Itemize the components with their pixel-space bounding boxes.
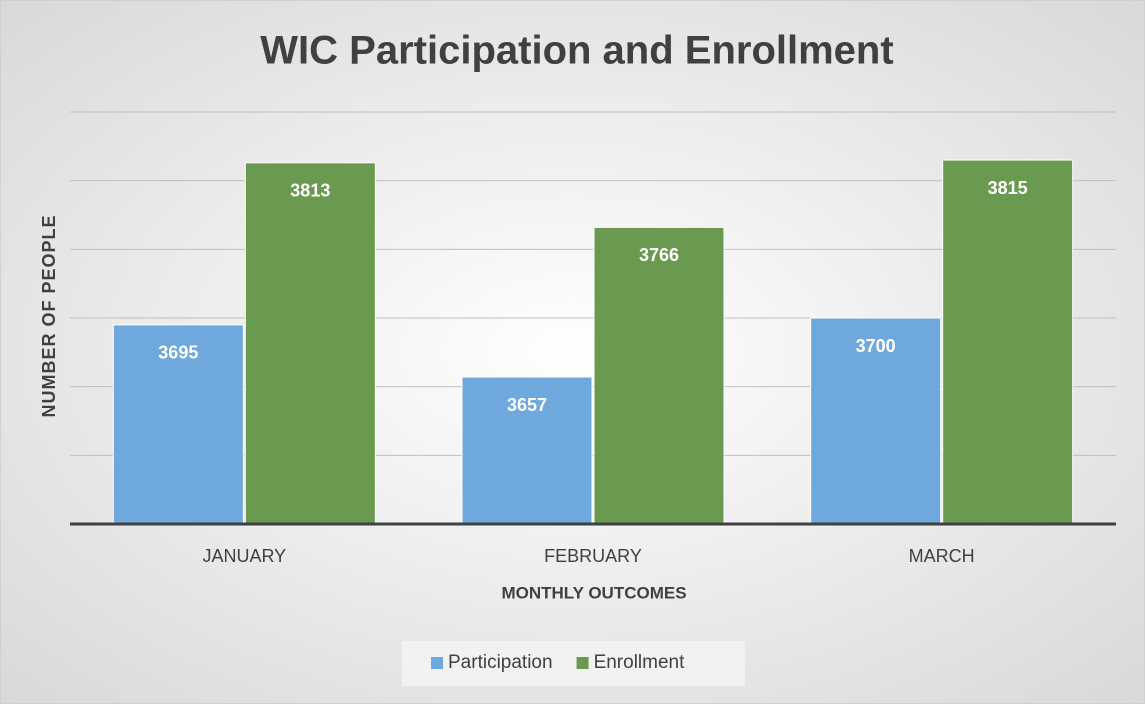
x-tick-label: FEBRUARY — [544, 546, 642, 566]
data-label: 3700 — [856, 336, 896, 356]
y-axis-label: NUMBER OF PEOPLE — [39, 214, 59, 417]
bar — [112, 324, 244, 525]
x-tick-label: JANUARY — [202, 546, 286, 566]
chart-title: WIC Participation and Enrollment — [260, 29, 893, 73]
data-label: 3815 — [988, 178, 1028, 198]
legend-label: Participation — [448, 652, 553, 673]
legend — [402, 641, 745, 686]
bar — [942, 159, 1074, 525]
bar — [810, 317, 942, 525]
data-label: 3813 — [290, 181, 330, 201]
legend-swatch — [576, 657, 589, 669]
legend-label: Enrollment — [594, 652, 686, 673]
x-tick-label: MARCH — [909, 546, 975, 566]
bar — [244, 162, 376, 525]
data-label: 3766 — [639, 245, 679, 265]
x-axis-label: MONTHLY OUTCOMES — [501, 583, 686, 602]
data-label: 3695 — [158, 343, 198, 363]
data-label: 3657 — [507, 395, 547, 415]
legend-swatch — [431, 657, 443, 669]
bar — [593, 226, 725, 525]
